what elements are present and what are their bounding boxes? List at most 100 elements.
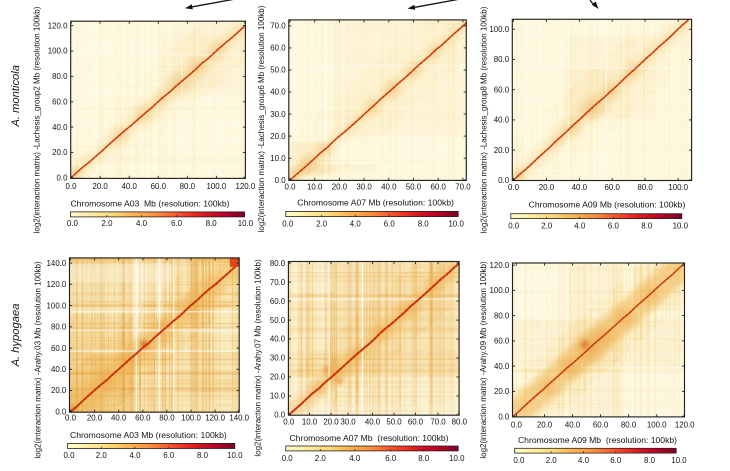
svg-text:0.0: 0.0 [57,174,69,183]
svg-text:2.0: 2.0 [96,451,108,460]
svg-text:60.0: 60.0 [52,98,68,107]
svg-text:80.0: 80.0 [494,55,510,64]
svg-text:0.0: 0.0 [285,183,297,192]
svg-text:6.0: 6.0 [384,219,396,228]
svg-text:140.0: 140.0 [47,259,67,268]
svg-text:50.0: 50.0 [270,316,286,325]
svg-text:120.0: 120.0 [675,421,695,430]
svg-text:20.0: 20.0 [92,182,108,191]
svg-text:40.0: 40.0 [111,414,127,423]
svg-text:6.0: 6.0 [610,456,622,465]
svg-text:70.0: 70.0 [455,183,471,192]
svg-text:100.0: 100.0 [489,25,509,34]
svg-text:Chromosome A07 Mb (resolution:: Chromosome A07 Mb (resolution: 100kb) [297,197,454,207]
svg-text:0.0: 0.0 [65,414,77,423]
svg-text:70.0: 70.0 [270,278,286,287]
svg-text:log2(interaction matrix) -Arah: log2(interaction matrix) -Arahy.03 Mb (r… [34,261,43,459]
svg-text:10.0: 10.0 [673,222,689,231]
svg-text:60.0: 60.0 [51,344,67,353]
svg-text:40.0: 40.0 [365,418,381,427]
svg-text:80.0: 80.0 [494,311,510,320]
svg-text:40.0: 40.0 [565,421,581,430]
svg-text:60.0: 60.0 [151,182,167,191]
svg-text:40.0: 40.0 [270,335,286,344]
svg-text:8.0: 8.0 [644,456,656,465]
svg-text:10.0: 10.0 [270,392,286,401]
svg-text:100.0: 100.0 [207,182,227,191]
svg-text:20.0: 20.0 [87,414,103,423]
svg-text:2.0: 2.0 [102,219,114,228]
svg-text:10.0: 10.0 [238,219,254,228]
svg-text:0.0: 0.0 [283,418,295,427]
svg-text:0.0: 0.0 [64,451,76,460]
svg-text:0.0: 0.0 [513,456,525,465]
svg-text:log2(interaction matrix) -Arah: log2(interaction matrix) -Arahy.07 Mb (r… [254,259,263,457]
svg-text:100.0: 100.0 [490,286,510,295]
svg-text:10.0: 10.0 [671,456,687,465]
svg-text:0.0: 0.0 [282,219,294,228]
svg-text:80.0: 80.0 [452,418,468,427]
svg-text:100.0: 100.0 [647,421,667,430]
svg-text:2.0: 2.0 [541,222,553,231]
svg-text:30.0: 30.0 [356,183,372,192]
svg-text:60.0: 60.0 [135,414,151,423]
svg-text:Chromosome A03 Mb (resolution:: Chromosome A03 Mb (resolution: 100kb) [70,430,227,440]
svg-text:2.0: 2.0 [316,219,328,228]
svg-text:80.0: 80.0 [637,183,653,192]
svg-text:4.0: 4.0 [130,451,142,460]
svg-text:10.0: 10.0 [307,183,323,192]
svg-text:20.0: 20.0 [539,183,555,192]
svg-text:20.0: 20.0 [494,146,510,155]
svg-text:0.0: 0.0 [274,411,286,420]
svg-text:40.0: 40.0 [52,123,68,132]
svg-text:80.0: 80.0 [621,421,637,430]
svg-text:20.0: 20.0 [270,373,286,382]
svg-text:40.0: 40.0 [381,183,397,192]
svg-text:4.0: 4.0 [574,222,586,231]
svg-text:120.0: 120.0 [490,261,510,270]
svg-text:20.0: 20.0 [270,132,286,141]
svg-text:8.0: 8.0 [418,454,430,463]
svg-text:40.0: 40.0 [51,365,67,374]
svg-text:20.0: 20.0 [494,387,510,396]
svg-text:0.0: 0.0 [511,421,523,430]
svg-text:30.0: 30.0 [340,418,356,427]
svg-text:100.0: 100.0 [47,301,67,310]
svg-text:100.0: 100.0 [48,47,68,56]
svg-text:60.0: 60.0 [270,44,286,53]
svg-text:20.0: 20.0 [52,148,68,157]
svg-text:80.0: 80.0 [270,259,286,268]
svg-text:6.0: 6.0 [163,451,175,460]
svg-text:80.0: 80.0 [52,72,68,81]
svg-text:4.0: 4.0 [349,454,361,463]
svg-text:0.0: 0.0 [498,176,510,185]
svg-text:8.0: 8.0 [418,219,430,228]
svg-text:60.0: 60.0 [494,337,510,346]
svg-text:4.0: 4.0 [136,219,148,228]
svg-text:0.0: 0.0 [55,407,67,416]
svg-text:120.0: 120.0 [47,280,67,289]
svg-text:40.0: 40.0 [122,182,138,191]
svg-text:4.0: 4.0 [578,456,590,465]
svg-text:120.0: 120.0 [48,21,68,30]
svg-text:6.0: 6.0 [385,454,397,463]
svg-text:120.0: 120.0 [205,414,225,423]
svg-text:60.0: 60.0 [431,183,447,192]
svg-text:20.0: 20.0 [323,418,339,427]
svg-text:4.0: 4.0 [350,219,362,228]
svg-text:50.0: 50.0 [386,418,402,427]
svg-text:10.0: 10.0 [270,154,286,163]
svg-text:20.0: 20.0 [537,421,553,430]
svg-text:20.0: 20.0 [332,183,348,192]
svg-text:6.0: 6.0 [171,219,183,228]
svg-text:0.0: 0.0 [508,183,520,192]
svg-text:100.0: 100.0 [181,414,201,423]
svg-text:Chromosome A09 Mb (resolution: Chromosome A09 Mb (resolution: 100kb) [518,435,677,445]
svg-text:140.0: 140.0 [229,414,249,423]
svg-text:30.0: 30.0 [270,110,286,119]
svg-text:80.0: 80.0 [180,182,196,191]
svg-text:50.0: 50.0 [406,183,422,192]
svg-text:10.0: 10.0 [449,454,465,463]
svg-text:60.0: 60.0 [270,297,286,306]
svg-text:120.0: 120.0 [236,182,256,191]
